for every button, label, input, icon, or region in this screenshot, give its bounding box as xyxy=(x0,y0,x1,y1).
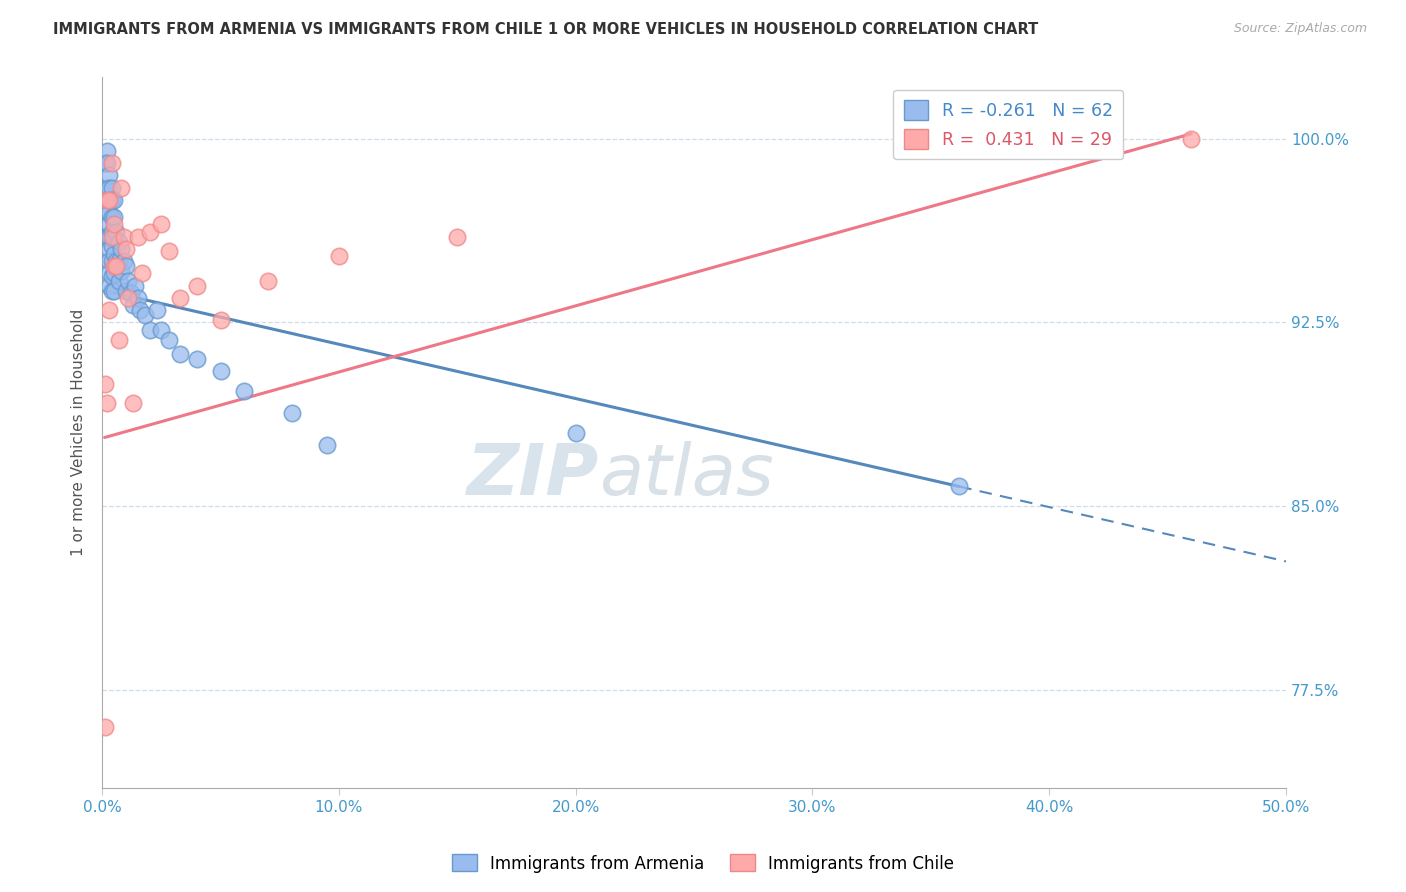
Point xyxy=(127,229,149,244)
Point xyxy=(280,406,302,420)
Point xyxy=(122,396,145,410)
Point xyxy=(103,266,125,280)
Point xyxy=(150,323,173,337)
Point xyxy=(138,225,160,239)
Point xyxy=(96,193,118,207)
Point xyxy=(96,144,118,158)
Point xyxy=(103,259,125,273)
Point xyxy=(209,364,232,378)
Point xyxy=(98,180,121,194)
Point xyxy=(98,242,121,256)
Text: Source: ZipAtlas.com: Source: ZipAtlas.com xyxy=(1233,22,1367,36)
Point xyxy=(107,235,129,249)
Point xyxy=(100,229,122,244)
Point xyxy=(96,205,118,219)
Point xyxy=(93,193,115,207)
Y-axis label: 1 or more Vehicles in Household: 1 or more Vehicles in Household xyxy=(72,309,86,557)
Point xyxy=(103,193,125,207)
Point xyxy=(117,291,139,305)
Text: ZIP: ZIP xyxy=(467,441,599,509)
Point xyxy=(150,218,173,232)
Point xyxy=(96,193,118,207)
Point xyxy=(115,284,138,298)
Point xyxy=(96,229,118,244)
Point xyxy=(124,278,146,293)
Point xyxy=(100,180,122,194)
Point xyxy=(186,278,208,293)
Point xyxy=(98,169,121,183)
Point xyxy=(110,242,132,256)
Point xyxy=(110,264,132,278)
Point xyxy=(186,352,208,367)
Point xyxy=(98,303,121,318)
Point xyxy=(169,347,191,361)
Point xyxy=(103,218,125,232)
Point xyxy=(131,266,153,280)
Point xyxy=(103,247,125,261)
Point xyxy=(100,239,122,253)
Point xyxy=(100,225,122,239)
Point xyxy=(105,254,128,268)
Point xyxy=(169,291,191,305)
Point xyxy=(98,193,121,207)
Point xyxy=(145,303,167,318)
Point xyxy=(100,210,122,224)
Point xyxy=(93,156,115,170)
Point xyxy=(107,333,129,347)
Point xyxy=(129,303,152,318)
Point xyxy=(233,384,256,398)
Point xyxy=(103,210,125,224)
Legend: R = -0.261   N = 62, R =  0.431   N = 29: R = -0.261 N = 62, R = 0.431 N = 29 xyxy=(893,90,1123,160)
Point xyxy=(98,205,121,219)
Point xyxy=(120,285,142,300)
Point xyxy=(93,376,115,391)
Point xyxy=(134,308,156,322)
Point xyxy=(112,254,135,268)
Point xyxy=(98,218,121,232)
Point xyxy=(1180,131,1202,145)
Point xyxy=(157,333,180,347)
Point xyxy=(105,225,128,239)
Point xyxy=(316,438,339,452)
Point xyxy=(564,425,586,440)
Point xyxy=(98,278,121,293)
Point xyxy=(257,274,280,288)
Point xyxy=(127,291,149,305)
Point xyxy=(98,266,121,280)
Point xyxy=(100,284,122,298)
Point xyxy=(93,719,115,733)
Point xyxy=(98,193,121,207)
Point xyxy=(138,323,160,337)
Point xyxy=(110,180,132,194)
Point xyxy=(122,298,145,312)
Point xyxy=(446,229,468,244)
Point xyxy=(209,313,232,327)
Point xyxy=(105,259,128,273)
Point xyxy=(96,156,118,170)
Point xyxy=(117,274,139,288)
Point xyxy=(98,229,121,244)
Point xyxy=(100,156,122,170)
Point xyxy=(948,479,970,493)
Point xyxy=(98,254,121,268)
Point xyxy=(96,180,118,194)
Point xyxy=(112,229,135,244)
Point xyxy=(107,254,129,268)
Point xyxy=(157,244,180,259)
Legend: Immigrants from Armenia, Immigrants from Chile: Immigrants from Armenia, Immigrants from… xyxy=(446,847,960,880)
Point xyxy=(107,274,129,288)
Text: atlas: atlas xyxy=(599,441,775,509)
Point xyxy=(115,259,138,273)
Text: IMMIGRANTS FROM ARMENIA VS IMMIGRANTS FROM CHILE 1 OR MORE VEHICLES IN HOUSEHOLD: IMMIGRANTS FROM ARMENIA VS IMMIGRANTS FR… xyxy=(53,22,1039,37)
Point xyxy=(103,284,125,298)
Point xyxy=(100,193,122,207)
Point xyxy=(100,254,122,268)
Point xyxy=(93,229,115,244)
Point xyxy=(328,249,350,263)
Point xyxy=(103,229,125,244)
Point xyxy=(100,268,122,283)
Point xyxy=(115,242,138,256)
Point xyxy=(96,396,118,410)
